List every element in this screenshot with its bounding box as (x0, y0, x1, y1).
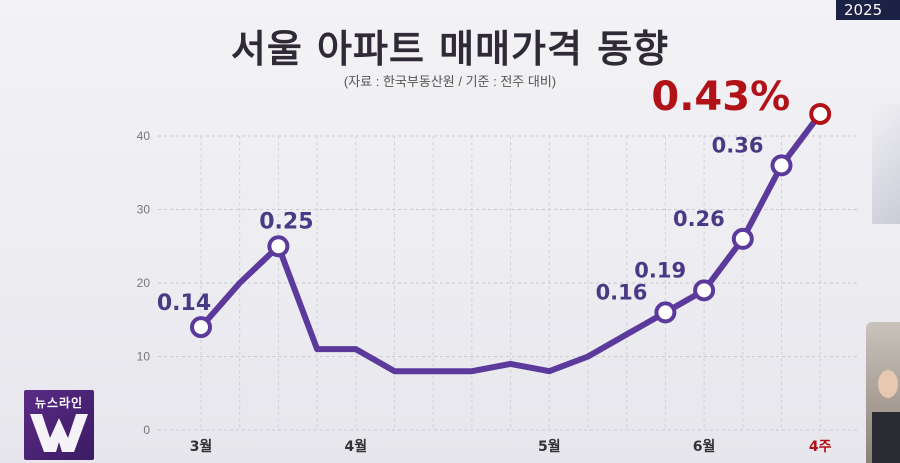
y-tick-label: 30 (137, 203, 151, 217)
y-tick-label: 20 (137, 276, 151, 290)
data-point-marker (190, 316, 212, 339)
decorative-chevron (872, 104, 900, 224)
data-label: 0.25 (259, 209, 313, 234)
data-labels: 0.14 0.25 0.160.19 0.26 0.36 0.43% (157, 74, 790, 316)
data-point-marker (809, 102, 832, 125)
x-tick-label: 4주 (809, 439, 832, 455)
data-point-marker (731, 227, 754, 250)
series-line (198, 110, 824, 375)
page-title: 서울 아파트 매매가격 동향 (230, 27, 670, 71)
data-label: 0.26 (673, 207, 725, 231)
x-tick-label: 5월 (538, 438, 561, 455)
data-label: 0.36 (712, 133, 764, 157)
y-axis-ticks: 0 10 20 30 40 (137, 129, 151, 437)
sign-language-interpreter (866, 322, 900, 463)
page-subtitle: (자료 : 한국부동산원 / 기준 : 전주 대비) (343, 74, 557, 89)
top-right-badge: 2025 (836, 0, 900, 20)
x-tick-label: 6월 (693, 438, 716, 455)
y-tick-label: 0 (143, 423, 150, 437)
x-tick-label: 3월 (190, 438, 213, 455)
highlight-data-label: 0.43% (651, 74, 790, 120)
data-label: 0.16 (596, 280, 648, 304)
chart-series (190, 102, 832, 375)
data-point-marker (654, 301, 677, 324)
logo-label: 뉴스라인 (34, 396, 84, 410)
data-point-marker (770, 154, 793, 177)
y-tick-label: 10 (137, 350, 151, 364)
data-point-marker (693, 279, 716, 302)
data-point-marker (267, 235, 290, 258)
data-label: 0.19 (634, 258, 686, 282)
data-label: 0.14 (157, 291, 211, 316)
y-tick-label: 40 (137, 129, 151, 143)
channel-logo: 뉴스라인 (24, 390, 94, 460)
interpreter-hand-icon (872, 370, 900, 463)
x-tick-label: 4월 (344, 438, 367, 455)
chart-grid (158, 135, 860, 431)
logo-w-icon (30, 414, 88, 452)
x-axis-ticks: 3월 4월 5월 6월 4주 (190, 438, 832, 455)
